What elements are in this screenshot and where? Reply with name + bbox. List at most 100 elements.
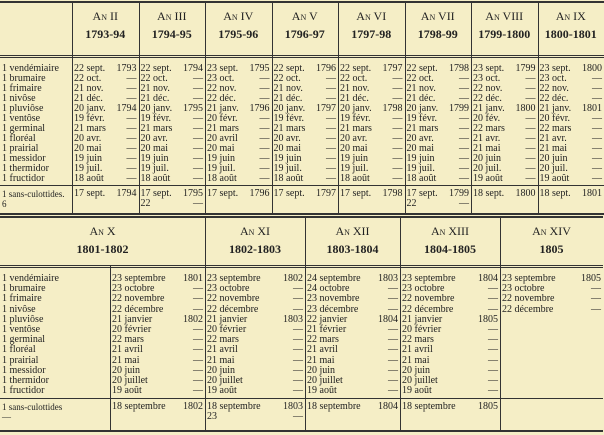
rule [0,57,604,58]
year-name: An II [92,9,118,23]
date-year: — [259,83,270,94]
year-span: 1798-99 [417,27,458,41]
date: 19 août [402,385,432,397]
month-label: 1 thermidor [2,163,49,174]
year-name: An X [89,224,116,238]
date-year: — [591,293,601,305]
date: 20 juillet [402,375,438,386]
date-year: — [488,283,498,295]
date-year: — [592,153,602,164]
date-year: — [126,133,137,144]
date-year: — [525,163,536,174]
rule [400,216,401,430]
rule [404,1,406,213]
date-year: — [525,153,536,164]
rule [110,265,111,430]
date-year: — [293,334,303,346]
date-year: — [459,113,469,124]
date: 22 oct. [406,73,434,84]
date: 17 sept. [406,188,438,199]
rule [0,185,604,186]
date-year: — [592,93,602,104]
date: 23 décembre [307,303,359,315]
date: 22 [140,198,151,209]
month-label: 1 prairial [2,143,39,154]
date-year: 1793 [116,63,137,74]
year-name: An XIV [532,224,571,238]
date: 21 janv. [539,103,572,114]
date: 20 janv. [273,103,306,114]
date-year: 1798 [382,103,403,114]
date: 19 juil. [74,163,103,174]
date-year: — [592,143,602,154]
date: 21 mai [307,354,335,366]
date: 23 octobre [502,283,545,295]
date: 20 juin [112,364,141,376]
date-year: — [193,93,203,104]
date: 21 nov. [140,83,170,94]
date: 22 sept. [140,63,172,74]
date-year: — [525,173,536,184]
date: 23 septembre [502,273,556,284]
date-year: — [488,324,498,335]
date-year: — [488,303,498,315]
date: 22 mars [112,334,144,346]
date: 21 avril [112,344,143,356]
date: 22 nov. [473,83,503,94]
date: 18 août [406,173,437,184]
date: 20 janv. [140,103,173,114]
date-year: — [326,163,336,174]
month-label: 1 germinal [2,123,46,134]
date: 23 septembre [207,273,261,284]
date: 21 avril [207,344,238,356]
date-year: 1800 [515,188,536,199]
date-year: — [488,385,498,397]
rule [0,398,603,399]
date-year: 1802 [283,273,303,284]
date: 21 janv. [473,103,505,114]
date: 22 décembre [402,303,454,315]
date-year: — [193,123,203,134]
date-year: — [193,344,203,356]
year-name: An XI [239,224,271,238]
date: 21 nov. [273,83,303,94]
month-label: 1 pluviôse [2,103,44,114]
rule [72,1,73,213]
date: 20 janv. [340,103,372,114]
date: 20 juin [307,364,336,376]
date: 20 février [207,324,247,335]
date: 20 fév. [473,113,501,124]
date-year: — [193,133,203,144]
date-year: — [259,163,270,174]
sans-label: 1 sans-culottides. [2,189,65,199]
date: 23 sept. [473,63,505,74]
date: 19 juin [340,153,369,164]
date-year: — [193,173,203,184]
date-year: — [388,303,398,315]
date-year: — [126,143,137,154]
date-year: — [293,324,303,335]
date: 22 décembre [502,303,554,315]
date: 17 sept. [273,188,305,199]
date: 21 avr. [473,133,501,144]
date: 22 sept. [273,63,305,74]
date-year: 1795 [183,103,203,114]
date: 21 mars [207,123,239,134]
date-year: — [193,113,203,124]
date-year: — [388,293,398,305]
date: 21 avril [307,344,338,356]
date: 22 décembre [207,303,259,315]
year-span: 1796-97 [284,27,325,41]
date: 19 juil. [340,163,369,174]
rule [205,1,206,213]
date: 20 juillet [112,375,148,386]
date: 19 août [307,385,337,397]
date-year: — [392,173,403,184]
date-year: — [392,143,403,154]
date-year: — [392,113,403,124]
date-year: 1803 [283,401,303,412]
month-label: 1 ventôse [2,113,41,124]
date: 17 sept. [207,188,239,199]
date: 19 févr. [406,113,438,124]
